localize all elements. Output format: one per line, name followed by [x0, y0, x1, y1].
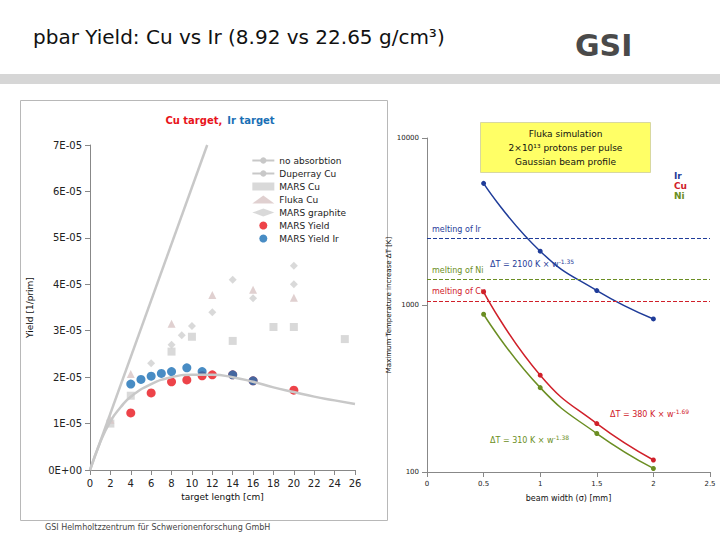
svg-text:0: 0: [87, 478, 93, 489]
svg-text:melting of Ir: melting of Ir: [432, 225, 482, 234]
svg-text:Ir: Ir: [674, 171, 682, 181]
svg-text:12: 12: [206, 478, 219, 489]
svg-text:24: 24: [328, 478, 341, 489]
svg-text:2: 2: [651, 480, 655, 488]
svg-text:20: 20: [287, 478, 300, 489]
svg-text:Fluka simulation: Fluka simulation: [529, 129, 603, 139]
svg-text:-1.69: -1.69: [674, 408, 690, 415]
svg-text:10000: 10000: [397, 134, 419, 142]
svg-text:0: 0: [425, 480, 429, 488]
svg-text:MARS graphite: MARS graphite: [279, 208, 346, 218]
svg-text:6: 6: [148, 478, 154, 489]
svg-text:5E-05: 5E-05: [53, 232, 82, 243]
svg-text:-1.38: -1.38: [554, 434, 570, 441]
svg-text:16: 16: [247, 478, 260, 489]
svg-text:26: 26: [349, 478, 362, 489]
svg-text:-1.35: -1.35: [559, 258, 575, 265]
svg-text:14: 14: [226, 478, 239, 489]
svg-text:MARS Cu: MARS Cu: [279, 182, 320, 192]
svg-text:ΔT = 2100 K × w: ΔT = 2100 K × w: [490, 260, 559, 269]
svg-text:melting of Cu: melting of Cu: [432, 287, 486, 296]
svg-text:Ni: Ni: [674, 191, 685, 201]
svg-text:22: 22: [308, 478, 321, 489]
svg-text:1.5: 1.5: [591, 480, 602, 488]
svg-text:3E-05: 3E-05: [53, 325, 82, 336]
svg-text:MARS Yield Ir: MARS Yield Ir: [279, 234, 339, 244]
svg-text:4E-05: 4E-05: [53, 279, 82, 290]
svg-text:ΔT = 380 K × w: ΔT = 380 K × w: [610, 410, 674, 419]
svg-text:Cu target,: Cu target,: [165, 115, 222, 126]
svg-text:2: 2: [107, 478, 113, 489]
svg-text:1: 1: [538, 480, 542, 488]
svg-text:18: 18: [267, 478, 280, 489]
svg-text:Gaussian beam profile: Gaussian beam profile: [515, 157, 616, 167]
svg-text:Cu: Cu: [674, 181, 687, 191]
svg-text:8: 8: [168, 478, 174, 489]
svg-text:0.5: 0.5: [478, 480, 489, 488]
svg-text:1E-05: 1E-05: [53, 418, 82, 429]
svg-text:target length [cm]: target length [cm]: [181, 492, 264, 502]
svg-text:GSI: GSI: [575, 28, 632, 63]
svg-text:7E-05: 7E-05: [53, 140, 82, 151]
svg-text:melting of Ni: melting of Ni: [432, 266, 483, 275]
svg-text:pbar Yield: Cu vs Ir (8.92 vs: pbar Yield: Cu vs Ir (8.92 vs 22.65 g/cm…: [33, 25, 445, 49]
svg-text:100: 100: [406, 468, 419, 476]
svg-text:ΔT = 310 K × w: ΔT = 310 K × w: [490, 436, 554, 445]
svg-text:Ir target: Ir target: [227, 115, 275, 126]
svg-text:10: 10: [186, 478, 199, 489]
svg-text:no absorbtion: no absorbtion: [279, 156, 341, 166]
svg-text:2.5: 2.5: [704, 480, 715, 488]
svg-text:Fluka Cu: Fluka Cu: [279, 195, 318, 205]
svg-text:6E-05: 6E-05: [53, 186, 82, 197]
svg-text:Duperray Cu: Duperray Cu: [279, 169, 336, 179]
svg-text:1000: 1000: [401, 301, 419, 309]
svg-text:Maximum Temperature increase Δ: Maximum Temperature increase ΔT [K]: [385, 237, 393, 374]
svg-text:4: 4: [128, 478, 134, 489]
svg-text:MARS Yield: MARS Yield: [279, 221, 329, 231]
svg-text:beam width (σ) [mm]: beam width (σ) [mm]: [526, 494, 612, 503]
svg-text:0E+00: 0E+00: [48, 465, 82, 476]
svg-text:GSI Helmholtzzentrum für Schwe: GSI Helmholtzzentrum für Schwerionenfors…: [45, 523, 270, 532]
svg-text:Yield [1/prim]: Yield [1/prim]: [25, 277, 35, 339]
svg-text:2×10¹³ protons per pulse: 2×10¹³ protons per pulse: [509, 143, 623, 153]
svg-text:2E-05: 2E-05: [53, 372, 82, 383]
